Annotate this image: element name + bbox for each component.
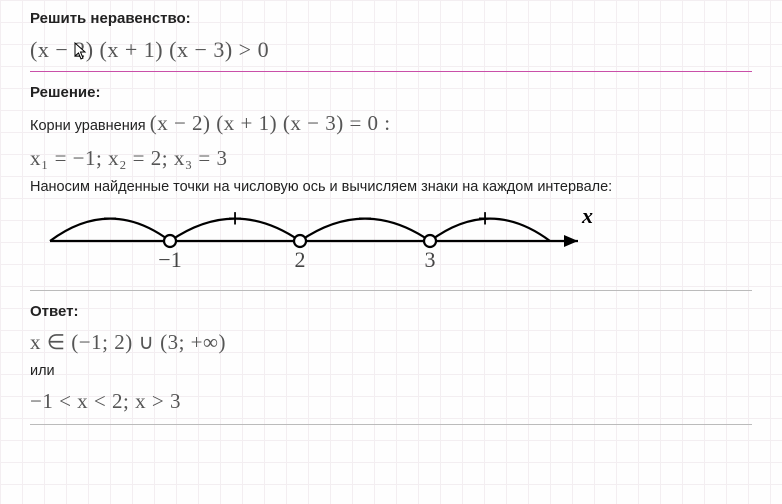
svg-text:3: 3 bbox=[425, 247, 436, 272]
answer-section: Ответ: x ∈ (−1; 2) ∪ (3; +∞) или −1 < x … bbox=[30, 303, 752, 425]
svg-text:+: + bbox=[228, 205, 243, 233]
svg-text:x: x bbox=[581, 205, 593, 228]
roots-equation: (x − 2) (x + 1) (x − 3) = 0 : bbox=[150, 111, 391, 135]
answer-set: x ∈ (−1; 2) ∪ (3; +∞) bbox=[30, 330, 752, 355]
divider-grey bbox=[30, 290, 752, 291]
problem-heading: Решить неравенство: bbox=[30, 10, 752, 27]
number-line: −1 2 3 − + − + x bbox=[30, 205, 752, 280]
solution-section: Решение: Корни уравнения (x − 2) (x + 1)… bbox=[30, 84, 752, 291]
roots-intro: Корни уравнения (x − 2) (x + 1) (x − 3) … bbox=[30, 111, 752, 136]
answer-heading: Ответ: bbox=[30, 303, 752, 320]
problem-formula: (x − 2) (x + 1) (x − 3) > 0 bbox=[30, 37, 752, 63]
problem-section: Решить неравенство: (x − 2) (x + 1) (x −… bbox=[30, 10, 752, 72]
svg-text:2: 2 bbox=[295, 247, 306, 272]
svg-text:+: + bbox=[478, 205, 493, 233]
svg-text:−1: −1 bbox=[158, 247, 181, 272]
interval-text: Наносим найденные точки на числовую ось … bbox=[30, 179, 752, 195]
svg-text:−: − bbox=[358, 205, 373, 233]
roots-list: x₁ = −1; x₂ = 2; x₃ = 3 bbox=[30, 146, 752, 171]
svg-text:−: − bbox=[103, 205, 118, 233]
roots-intro-prefix: Корни уравнения bbox=[30, 118, 150, 134]
divider-grey-2 bbox=[30, 424, 752, 425]
answer-ineq: −1 < x < 2; x > 3 bbox=[30, 389, 752, 414]
solution-heading: Решение: bbox=[30, 84, 752, 101]
answer-or: или bbox=[30, 363, 752, 379]
divider bbox=[30, 71, 752, 72]
